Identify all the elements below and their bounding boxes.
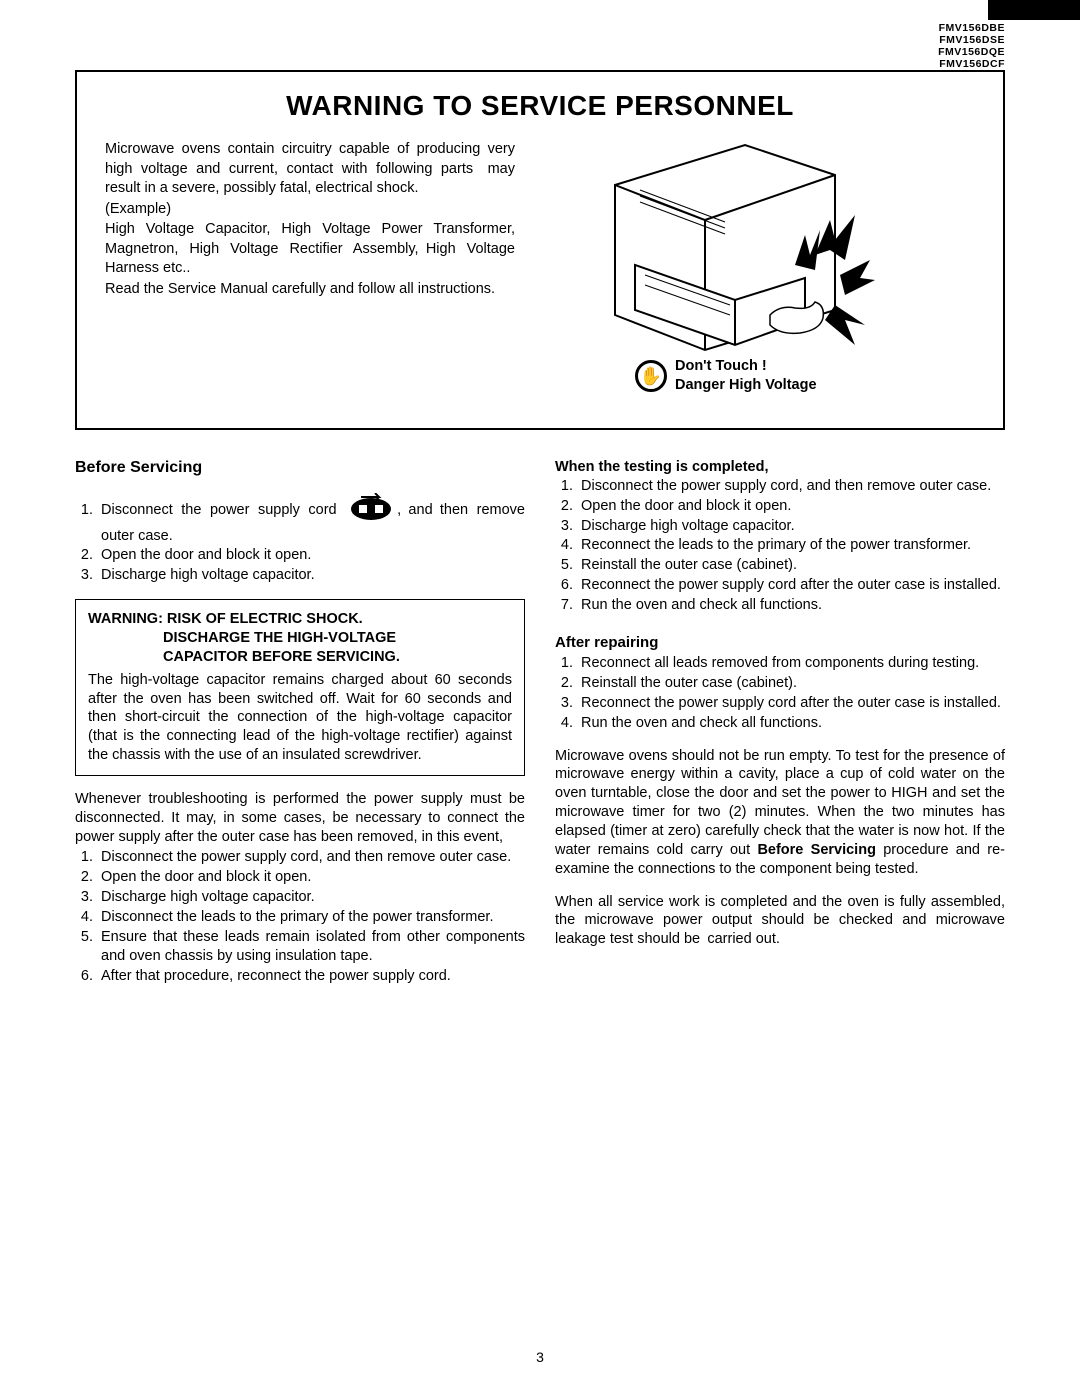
model-number: FMV156DCF — [938, 58, 1005, 70]
list-item: Reconnect all leads removed from compone… — [577, 654, 1005, 673]
list-item: Discharge high voltage capacitor. — [577, 517, 1005, 536]
danger-label-line: Don't Touch ! — [675, 357, 817, 376]
microwave-shock-illustration-icon — [545, 130, 875, 370]
right-column: When the testing is completed, Disconnec… — [555, 458, 1005, 986]
warning-para: Read the Service Manual carefully and fo… — [105, 280, 515, 300]
warning-body: Microwave ovens contain circuitry capabl… — [105, 140, 515, 400]
list-item: Open the door and block it open. — [577, 497, 1005, 516]
list-item: Disconnect the leads to the primary of t… — [97, 908, 525, 927]
shock-warning-box: WARNING: RISK OF ELECTRIC SHOCK. DISCHAR… — [75, 599, 525, 776]
unplug-icon — [349, 493, 393, 527]
after-repairing-list: Reconnect all leads removed from compone… — [555, 654, 1005, 732]
list-item: Open the door and block it open. — [97, 868, 525, 887]
before-servicing-heading: Before Servicing — [75, 458, 525, 479]
page-number: 3 — [0, 1349, 1080, 1365]
warning-illustration: ✋ Don't Touch ! Danger High Voltage — [535, 140, 975, 400]
danger-label: ✋ Don't Touch ! Danger High Voltage — [635, 357, 817, 395]
model-number-list: FMV156DBE FMV156DSE FMV156DQE FMV156DCF — [938, 22, 1005, 70]
corner-black-bar — [988, 0, 1080, 20]
list-item: Ensure that these leads remain isolated … — [97, 928, 525, 966]
warning-example-label: (Example) — [105, 200, 515, 220]
list-item: Reinstall the outer case (cabinet). — [577, 674, 1005, 693]
testing-completed-list: Disconnect the power supply cord, and th… — [555, 477, 1005, 615]
model-number: FMV156DQE — [938, 46, 1005, 58]
list-item: Disconnect the power supply cord , and t… — [97, 493, 525, 546]
list-item: Disconnect the power supply cord, and th… — [577, 477, 1005, 496]
list-item: Run the oven and check all functions. — [577, 596, 1005, 615]
troubleshoot-list: Disconnect the power supply cord, and th… — [75, 848, 525, 985]
list-item: Reconnect the leads to the primary of th… — [577, 536, 1005, 555]
list-item: Discharge high voltage capacitor. — [97, 566, 525, 585]
content-columns: Before Servicing Disconnect the power su… — [75, 458, 1005, 986]
list-item: Reconnect the power supply cord after th… — [577, 694, 1005, 713]
no-touch-icon: ✋ — [635, 360, 667, 392]
warning-para: Microwave ovens contain circuitry capabl… — [105, 140, 515, 199]
list-item: Reconnect the power supply cord after th… — [577, 576, 1005, 595]
model-number: FMV156DSE — [938, 34, 1005, 46]
list-item: Open the door and block it open. — [97, 546, 525, 565]
list-item: After that procedure, reconnect the powe… — [97, 967, 525, 986]
danger-label-line: Danger High Voltage — [675, 376, 817, 395]
shock-warning-title: WARNING: RISK OF ELECTRIC SHOCK. DISCHAR… — [88, 610, 512, 667]
list-item: Run the oven and check all functions. — [577, 714, 1005, 733]
list-item: Disconnect the power supply cord, and th… — [97, 848, 525, 867]
microwave-test-para: Microwave ovens should not be run empty.… — [555, 747, 1005, 879]
troubleshoot-para: Whenever troubleshooting is performed th… — [75, 790, 525, 847]
before-servicing-list: Disconnect the power supply cord , and t… — [75, 493, 525, 585]
final-check-para: When all service work is completed and t… — [555, 893, 1005, 950]
model-number: FMV156DBE — [938, 22, 1005, 34]
after-repairing-heading: After repairing — [555, 633, 1005, 653]
warning-title: WARNING TO SERVICE PERSONNEL — [105, 90, 975, 122]
shock-warning-body: The high-voltage capacitor remains charg… — [88, 671, 512, 765]
warning-para: High Voltage Capacitor, High Voltage Pow… — [105, 220, 515, 279]
left-column: Before Servicing Disconnect the power su… — [75, 458, 525, 986]
list-item: Reinstall the outer case (cabinet). — [577, 556, 1005, 575]
testing-completed-heading: When the testing is completed, — [555, 458, 1005, 477]
warning-panel: WARNING TO SERVICE PERSONNEL Microwave o… — [75, 70, 1005, 430]
list-item: Discharge high voltage capacitor. — [97, 888, 525, 907]
